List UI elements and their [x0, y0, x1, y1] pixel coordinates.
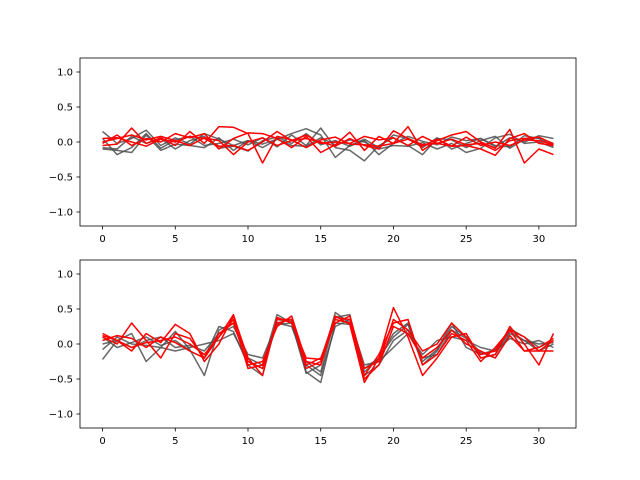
series-layer [101, 306, 555, 384]
y-tick-label: −1.0 [49, 208, 73, 219]
y-tick-label: −0.5 [49, 375, 73, 386]
y-tick-label: 0.5 [57, 103, 73, 114]
x-tick-label: 5 [172, 234, 178, 245]
x-tick-label: 15 [314, 436, 327, 447]
x-tick-label: 10 [242, 234, 255, 245]
y-tick-label: 0.0 [57, 340, 73, 351]
x-tick-label: 0 [99, 436, 105, 447]
x-tick-label: 30 [533, 436, 546, 447]
x-tick-label: 15 [314, 234, 327, 245]
x-tick-label: 20 [387, 234, 400, 245]
x-tick-label: 30 [533, 234, 546, 245]
y-tick-label: −0.5 [49, 173, 73, 184]
subplot-top: 0 5 10 15 20 25 30 −1.0 −0.5 0.0 0.5 1.0 [49, 57, 577, 246]
y-tick-label: 0.5 [57, 305, 73, 316]
x-tick-label: 10 [242, 436, 255, 447]
subplot-bottom: 0 5 10 15 20 25 30 −1.0 −0.5 0.0 0.5 1.0 [49, 259, 577, 448]
ticks-layer: 0 5 10 15 20 25 30 −1.0 −0.5 0.0 0.5 1.0 [49, 68, 546, 246]
series-line-0-4 [102, 125, 554, 164]
x-tick-label: 5 [172, 436, 178, 447]
x-tick-label: 25 [460, 436, 473, 447]
series-layer [101, 125, 554, 164]
x-tick-label: 25 [460, 234, 473, 245]
y-tick-label: 1.0 [57, 68, 73, 79]
y-tick-label: 1.0 [57, 270, 73, 281]
series-line-1-4 [102, 306, 555, 384]
y-tick-label: 0.0 [57, 138, 73, 149]
x-tick-label: 20 [387, 436, 400, 447]
x-tick-label: 0 [99, 234, 105, 245]
series-line-0-7 [102, 130, 554, 152]
ticks-layer: 0 5 10 15 20 25 30 −1.0 −0.5 0.0 0.5 1.0 [49, 270, 546, 448]
y-tick-label: −1.0 [49, 410, 73, 421]
series-line-1-7 [102, 313, 554, 370]
